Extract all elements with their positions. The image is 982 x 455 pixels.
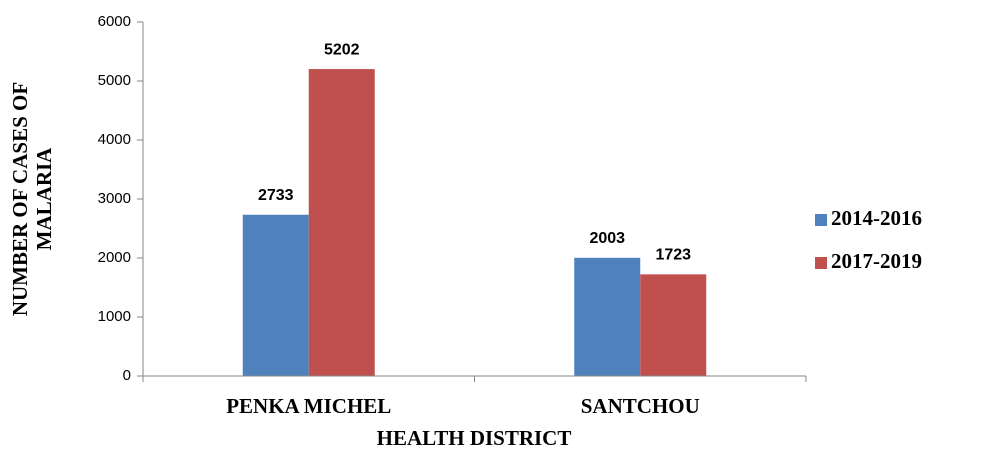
y-tick-label: 1000 — [98, 308, 131, 325]
bar — [242, 214, 309, 376]
x-tick-label: PENKA MICHEL — [226, 394, 391, 418]
y-tick-label: 2000 — [98, 249, 131, 266]
bar — [308, 69, 375, 376]
x-tick-label: SANTCHOU — [581, 394, 700, 418]
data-label: 5202 — [324, 41, 360, 58]
y-tick-label: 5000 — [98, 72, 131, 89]
bar — [640, 274, 707, 376]
y-tick-label: 3000 — [98, 190, 131, 207]
x-axis-title: HEALTH DISTRICT — [377, 426, 572, 450]
legend-label: 2017-2019 — [831, 249, 922, 273]
legend-label: 2014-2016 — [831, 206, 922, 230]
data-label: 2003 — [589, 230, 625, 247]
y-tick-label: 4000 — [98, 131, 131, 148]
y-axis-title: NUMBER OF CASES OF — [8, 82, 32, 316]
data-label: 1723 — [655, 247, 691, 264]
y-tick-label: 6000 — [98, 13, 131, 30]
bar — [574, 257, 641, 376]
data-label: 2733 — [258, 187, 294, 204]
legend-swatch — [815, 257, 827, 269]
legend-swatch — [815, 214, 827, 226]
y-axis-title: MALARIA — [32, 147, 56, 250]
y-tick-label: 0 — [123, 367, 131, 384]
